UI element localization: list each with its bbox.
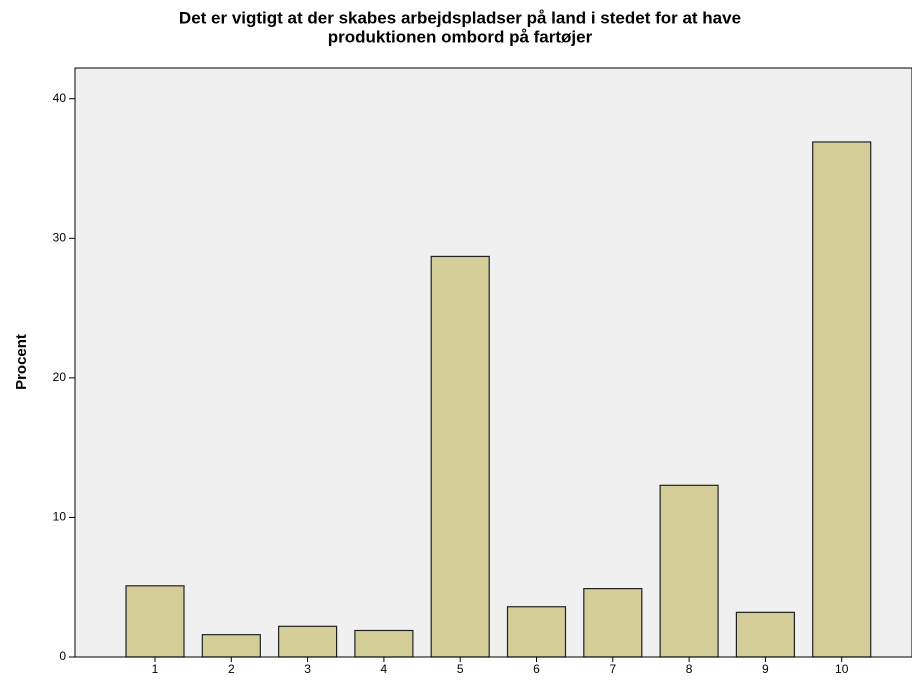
bar — [125, 585, 185, 658]
y-tick-label: 0 — [59, 649, 66, 663]
chart-title: produktionen ombord på fartøjer — [328, 27, 593, 46]
bar — [201, 634, 261, 658]
bar — [354, 629, 414, 658]
x-tick-label: 7 — [609, 662, 616, 676]
bar — [506, 606, 567, 658]
y-tick-label: 30 — [53, 230, 67, 244]
bar — [278, 625, 338, 658]
plot-area — [74, 67, 912, 658]
x-tick-label: 8 — [686, 662, 693, 676]
bar — [812, 141, 872, 658]
y-tick-label: 20 — [53, 370, 67, 384]
bar — [735, 611, 796, 658]
x-tick-label: 5 — [457, 662, 464, 676]
x-tick-label: 2 — [228, 662, 235, 676]
chart-title: Det er vigtigt at der skabes arbejdsplad… — [179, 8, 741, 27]
bar — [430, 255, 490, 658]
bar — [659, 484, 719, 658]
x-tick-label: 4 — [381, 662, 388, 676]
x-tick-label: 6 — [533, 662, 540, 676]
y-axis-label: Procent — [13, 334, 30, 390]
x-tick-label: 1 — [152, 662, 159, 676]
x-tick-label: 9 — [762, 662, 769, 676]
x-tick-label: 3 — [304, 662, 311, 676]
y-tick-label: 40 — [53, 91, 67, 105]
x-tick-label: 10 — [835, 662, 849, 676]
y-tick-label: 10 — [53, 510, 67, 524]
bar — [583, 588, 643, 658]
